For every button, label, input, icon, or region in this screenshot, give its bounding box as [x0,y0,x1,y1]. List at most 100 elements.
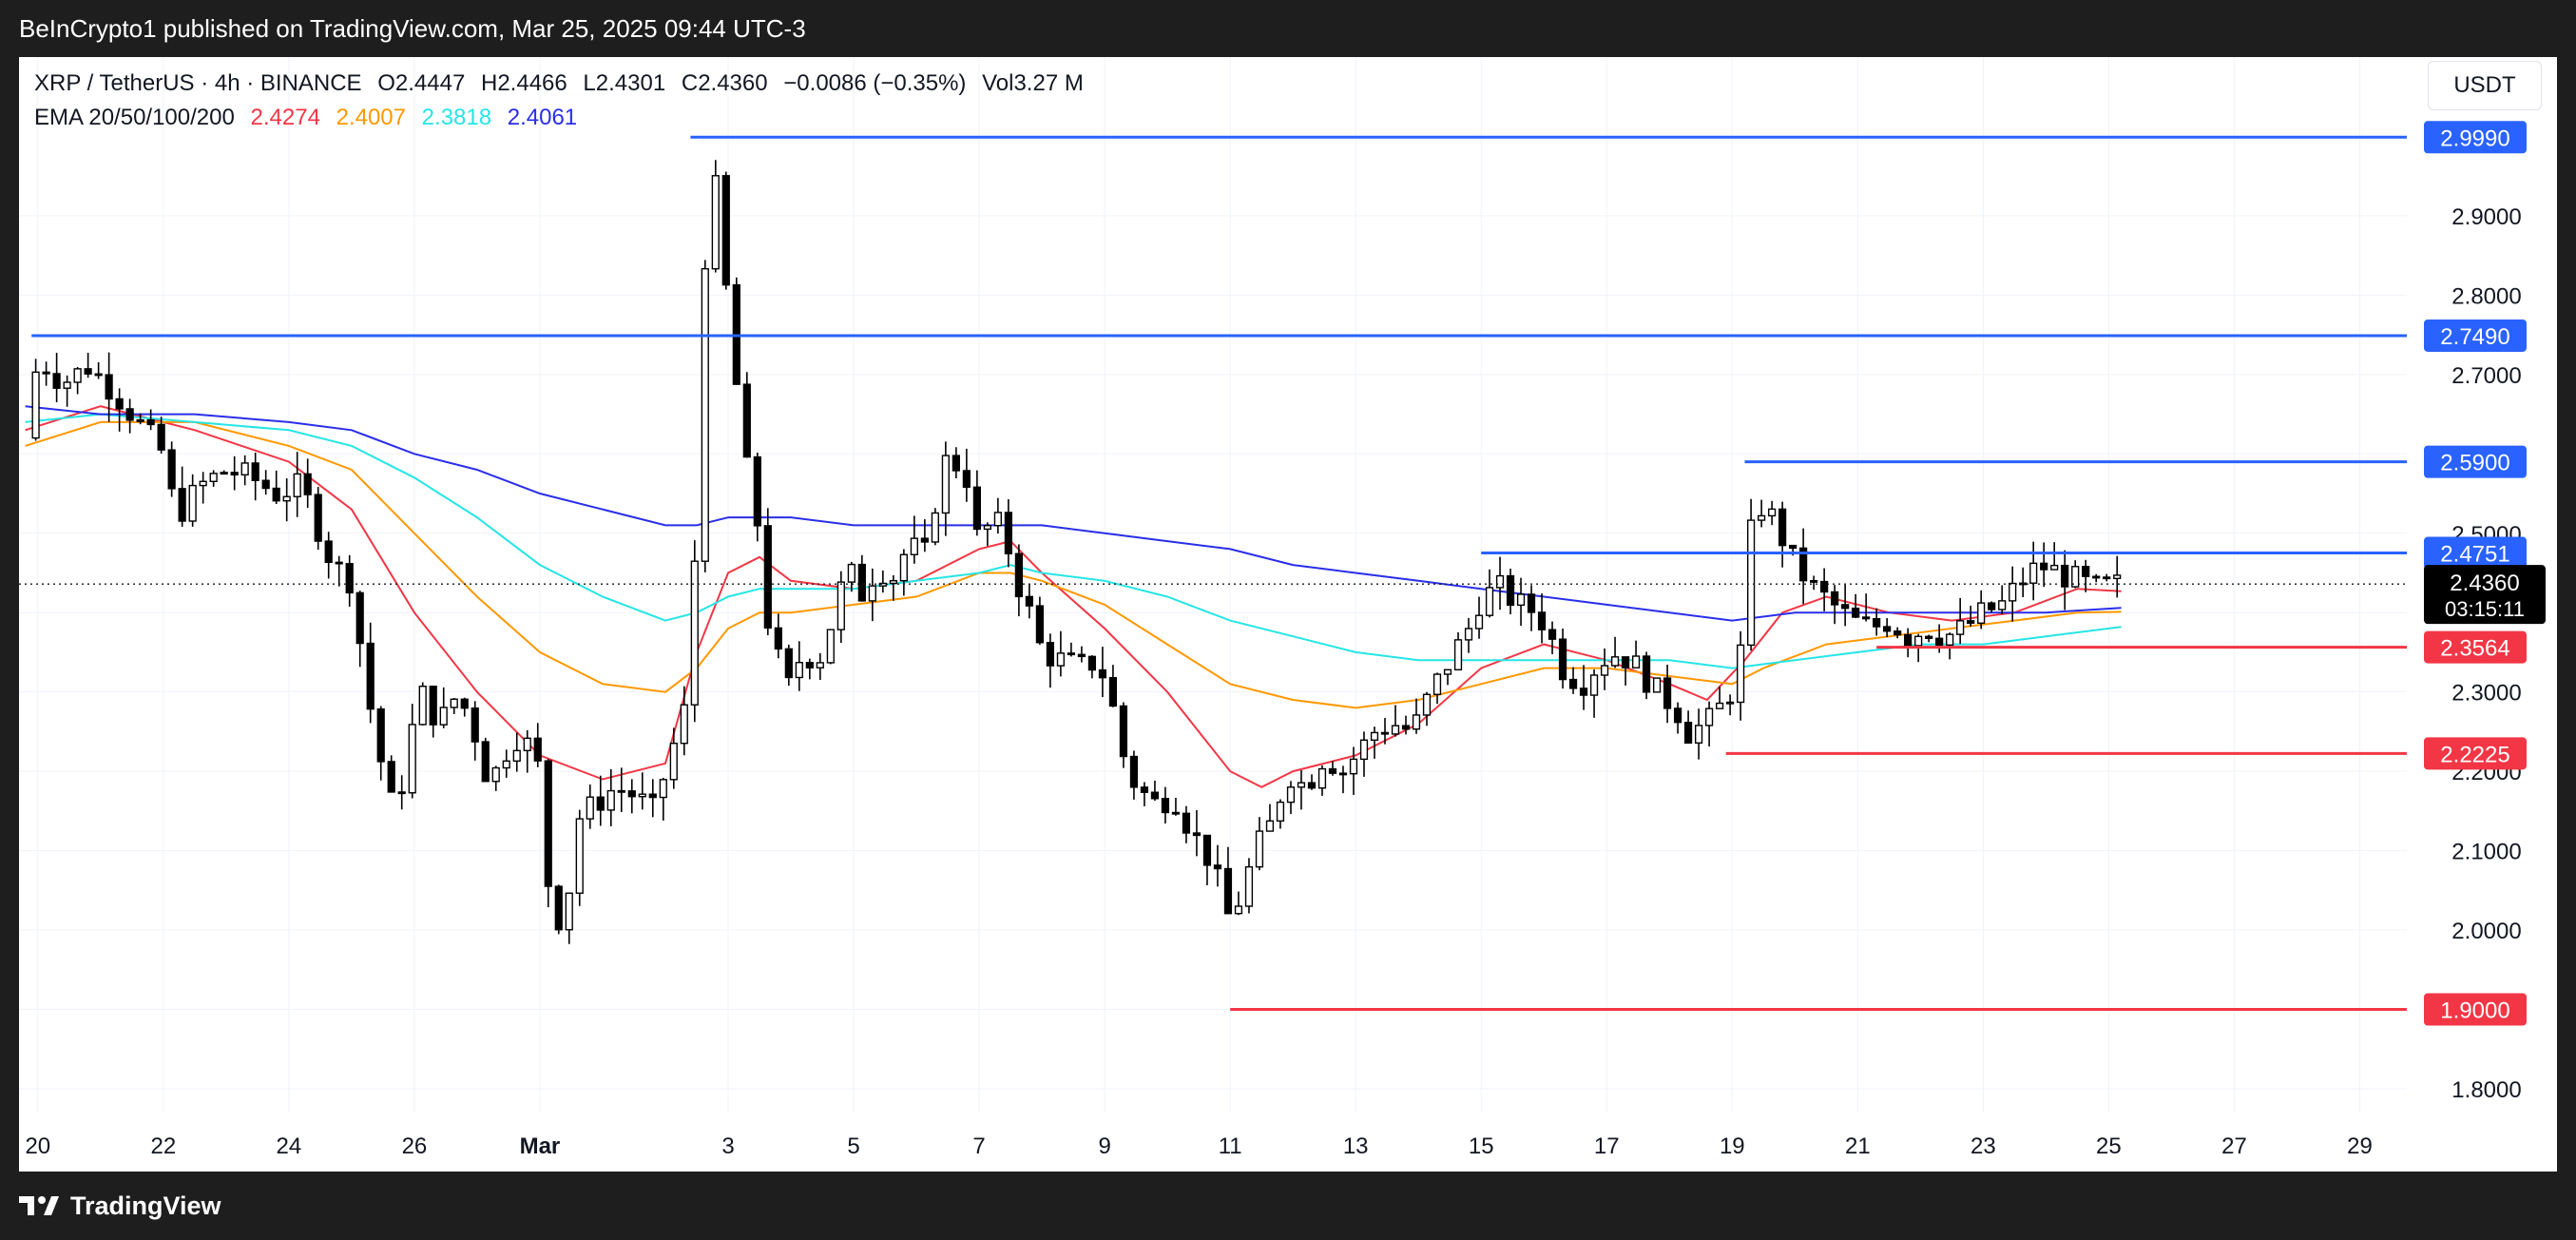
symbol-label[interactable]: XRP / TetherUS · 4h · BINANCE [34,70,362,96]
candle-body [993,512,1002,527]
candle-body [1108,676,1118,707]
ema-line [25,405,2122,788]
volume-value: Vol3.27 M [982,70,1084,96]
candle-body [2040,562,2048,571]
ema-line [25,413,2122,669]
support-level-label: 2.3564 [2440,636,2509,662]
candle-body [857,563,866,602]
ema-200-value: 2.4061 [507,105,578,130]
y-tick-label: 2.1000 [2451,840,2521,865]
candle-body [1464,628,1473,641]
candle-body [240,462,249,476]
candle-body [1140,786,1149,793]
candle-body [2103,576,2111,580]
candle-body [1663,677,1672,709]
candle-body [983,524,991,531]
candle-body [230,472,239,476]
candle-body [1035,605,1045,644]
tradingview-logo[interactable]: TradingView [19,1192,221,1221]
resistance-level-label: 2.4751 [2440,542,2509,568]
candle-body [251,462,260,481]
candle-body [763,525,772,630]
resistance-level-tag [2424,319,2527,352]
candle-body [146,418,155,426]
resistance-level-label: 2.5900 [2440,451,2509,476]
candle-body [836,581,845,630]
candle-body [376,707,385,763]
countdown-label: 03:15:11 [2445,597,2525,621]
candle-body [1317,767,1327,789]
candle-body [1025,595,1034,607]
candle-body [199,480,207,487]
currency-button[interactable]: USDT [2428,61,2542,110]
candle-body [1873,617,1881,628]
candle-body [94,373,103,377]
ohlc-row: XRP / TetherUS · 4h · BINANCE O2.4447 H2… [34,67,1093,101]
candle-body [1725,701,1735,705]
support-level-tag [2424,993,2527,1026]
candle-body [1297,782,1306,788]
ema-label[interactable]: EMA 20/50/100/200 [34,105,235,130]
candle-body [105,374,113,400]
candle-body [690,560,699,706]
candle-body [1789,544,1797,550]
candle-body [1904,633,1913,647]
candle-body [972,486,981,531]
publisher-bar: BeInCrypto1 published on TradingView.com… [0,0,2576,57]
candle-body [1391,725,1400,735]
candle-body [1694,725,1703,744]
candle-body [1548,629,1557,640]
candle-body [73,368,82,383]
candle-body [784,648,793,679]
candle-body [1516,593,1526,607]
candle-body [931,512,939,543]
candle-body [502,760,510,769]
candle-body [220,472,228,475]
candle-body [209,473,218,482]
chart-legend: XRP / TetherUS · 4h · BINANCE O2.4447 H2… [34,67,1093,135]
candle-body [1161,798,1170,814]
candle-body [42,371,50,375]
candle-body [1768,508,1777,517]
candle-body [1286,786,1296,804]
candle-body [1600,665,1609,676]
close-value: C2.4360 [681,70,768,96]
candle-body [167,449,176,490]
candle-body [1715,702,1724,709]
candle-body [847,563,855,583]
candle-body [1087,655,1097,671]
candle-body [1307,782,1317,789]
candle-body [345,563,354,594]
candle-body [1683,721,1693,744]
chart-panel[interactable]: 1.80001.90002.00002.10002.20002.30002.40… [19,57,2557,1172]
candle-body [1946,633,1954,647]
x-tick-label: 15 [1469,1133,1494,1159]
candle-body [1223,867,1233,915]
x-tick-label: 21 [1845,1133,1871,1159]
candle-body [2092,575,2101,579]
candle-body [638,793,646,798]
candle-body [272,487,280,502]
candle-body [2061,564,2069,588]
candle-body [544,760,552,887]
candle-body [1067,652,1076,656]
price-chart[interactable]: 1.80001.90002.00002.10002.20002.30002.40… [19,57,2557,1172]
candle-body [335,561,343,565]
candle-body [1380,731,1390,735]
candle-body [1631,655,1641,668]
x-tick-label: 3 [721,1133,734,1159]
y-tick-label: 2.3000 [2451,681,2521,707]
x-tick-label: 26 [402,1133,428,1159]
candle-body [1213,864,1222,870]
x-tick-label: 19 [1720,1133,1745,1159]
candle-body [1276,801,1285,823]
y-tick-label: 1.8000 [2451,1077,2521,1103]
candle-body [512,749,521,762]
candle-body [1652,677,1662,693]
x-tick-label: 22 [150,1133,176,1159]
candle-body [429,686,437,726]
y-tick-label: 2.7000 [2451,363,2521,389]
x-tick-label: 13 [1343,1133,1369,1159]
candle-body [2019,582,2028,586]
candle-body [1568,678,1578,689]
